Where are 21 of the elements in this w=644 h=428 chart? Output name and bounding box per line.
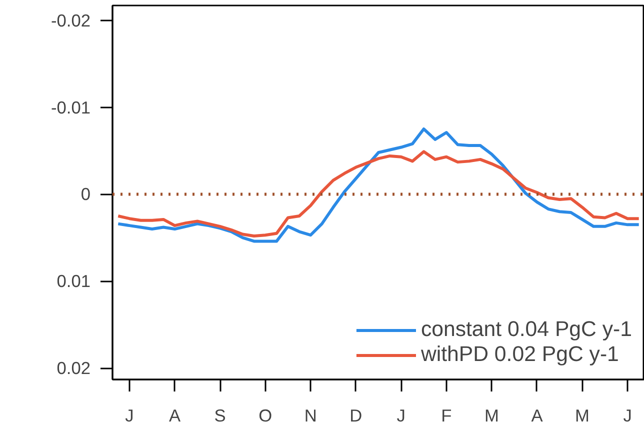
- y-tick-label: -0.02: [51, 10, 91, 30]
- x-tick-label: J: [125, 406, 134, 426]
- legend-label: withPD 0.02 PgC y-1: [420, 342, 619, 367]
- x-tick-label: A: [168, 406, 181, 426]
- x-tick-label: F: [441, 406, 452, 426]
- line-series: [116, 150, 640, 238]
- y-tick-label: 0: [80, 184, 91, 204]
- x-tick-label: N: [304, 406, 317, 426]
- x-tick-label: O: [258, 406, 272, 426]
- x-tick-label: D: [350, 406, 362, 426]
- x-tick-label: A: [531, 406, 544, 426]
- x-tick-label: M: [575, 406, 590, 426]
- x-tick-label: S: [214, 406, 226, 426]
- legend-label: constant 0.04 PgC y-1: [420, 317, 632, 342]
- x-tick-label: J: [396, 406, 406, 426]
- x-tick-label: J: [623, 406, 632, 426]
- x-tick-label: M: [484, 406, 499, 426]
- y-tick-label: 0.01: [56, 271, 91, 292]
- y-tick-label: 0.02: [56, 358, 91, 378]
- line-series: [116, 128, 640, 243]
- y-tick-label: -0.01: [51, 97, 91, 118]
